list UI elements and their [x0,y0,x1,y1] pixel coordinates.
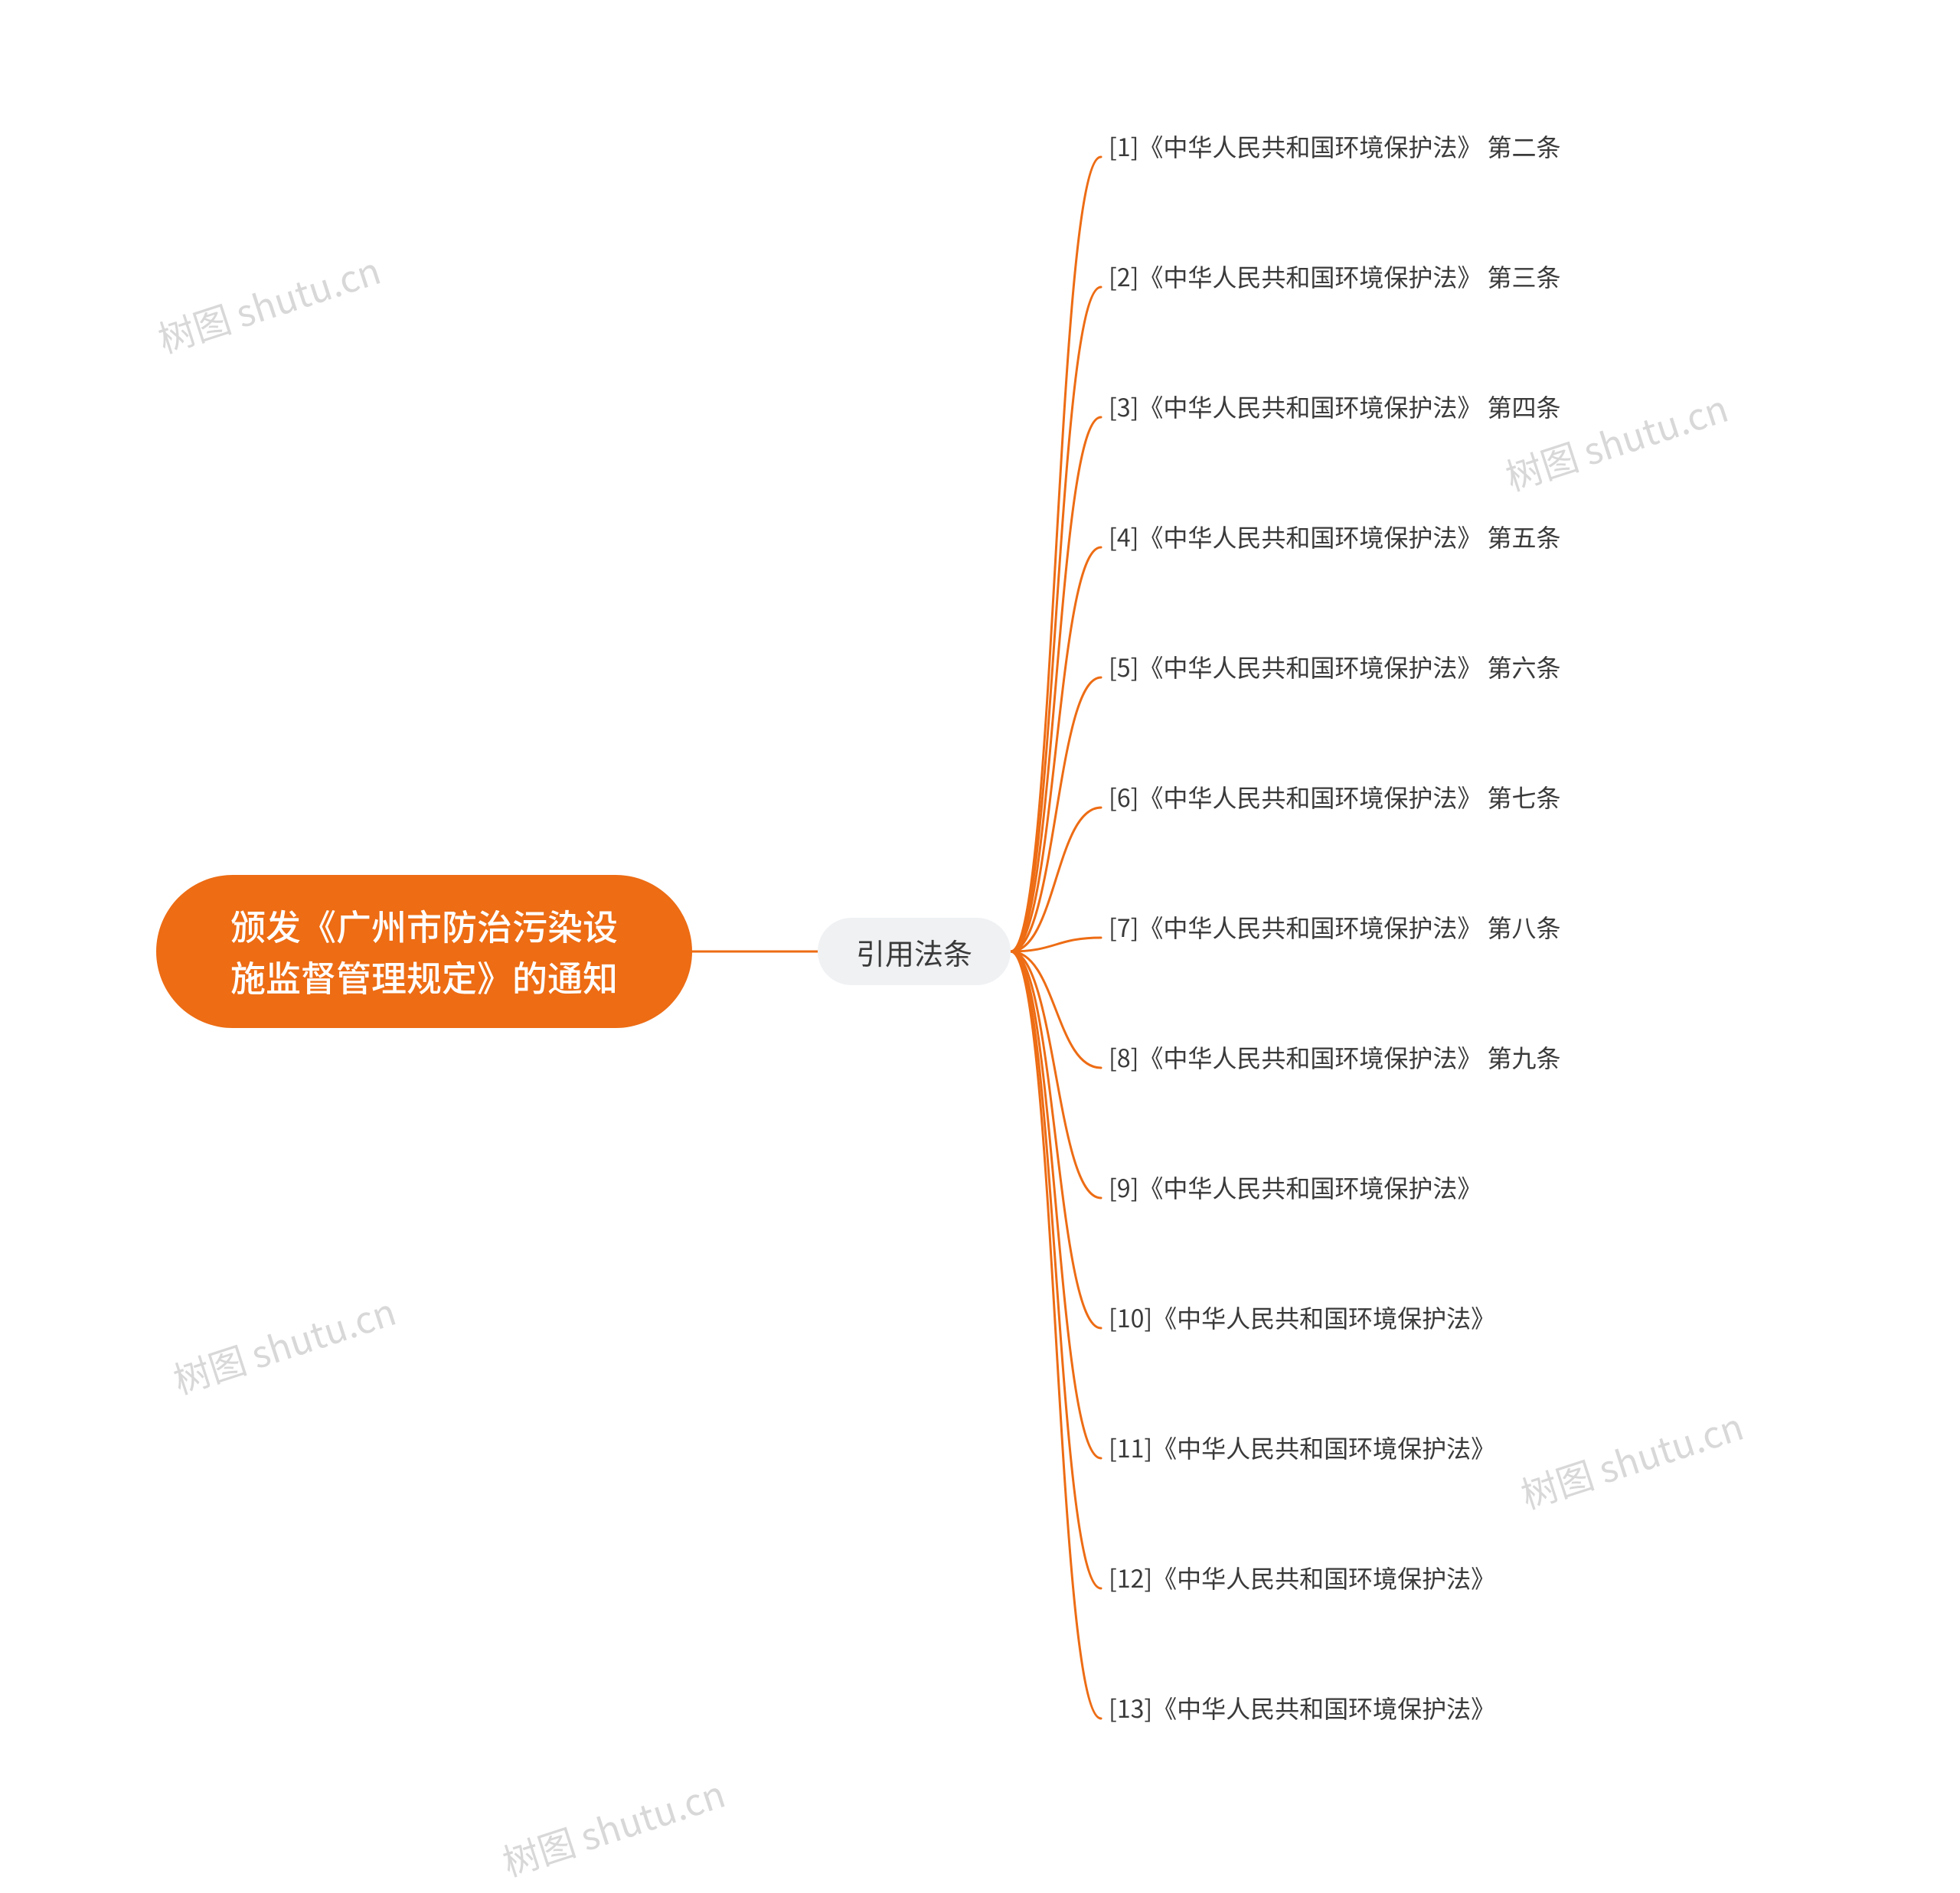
leaf-node: [12]《中华人民共和国环境保护法》 [1109,1560,1495,1595]
leaf-node: [9]《中华人民共和国环境保护法》 [1109,1170,1481,1205]
sub-node-label: 引用法条 [856,931,972,973]
mindmap-canvas: 颁发《广州市防治污染设 施监督管理规定》的通知 引用法条 [1]《中华人民共和国… [0,0,1960,1893]
leaf-label: [13]《中华人民共和国环境保护法》 [1109,1690,1495,1725]
leaf-node: [10]《中华人民共和国环境保护法》 [1109,1300,1495,1335]
sub-node: 引用法条 [818,918,1011,985]
leaf-label: [3]《中华人民共和国环境保护法》 第四条 [1109,389,1561,424]
leaf-node: [5]《中华人民共和国环境保护法》 第六条 [1109,649,1561,684]
leaf-node: [6]《中华人民共和国环境保护法》 第七条 [1109,779,1561,814]
root-text-line1: 颁发《广州市防治污染设 [230,900,618,951]
leaf-node: [7]《中华人民共和国环境保护法》 第八条 [1109,909,1561,945]
leaf-label: [11]《中华人民共和国环境保护法》 [1109,1430,1495,1465]
watermark: 树图 shutu.cn [495,1764,731,1887]
leaf-node: [3]《中华人民共和国环境保护法》 第四条 [1109,389,1561,424]
leaf-label: [12]《中华人民共和国环境保护法》 [1109,1560,1495,1595]
leaf-label: [1]《中华人民共和国环境保护法》 第二条 [1109,129,1561,164]
leaf-label: [6]《中华人民共和国环境保护法》 第七条 [1109,779,1561,814]
root-node: 颁发《广州市防治污染设 施监督管理规定》的通知 [156,875,692,1028]
leaf-node: [4]《中华人民共和国环境保护法》 第五条 [1109,519,1561,554]
leaf-label: [9]《中华人民共和国环境保护法》 [1109,1170,1481,1205]
leaf-node: [8]《中华人民共和国环境保护法》 第九条 [1109,1040,1561,1075]
watermark: 树图 shutu.cn [1514,1397,1749,1519]
leaf-node: [2]《中华人民共和国环境保护法》 第三条 [1109,259,1561,294]
leaf-node: [13]《中华人民共和国环境保护法》 [1109,1690,1495,1725]
watermark: 树图 shutu.cn [166,1282,402,1405]
leaf-label: [2]《中华人民共和国环境保护法》 第三条 [1109,259,1561,294]
leaf-node: [11]《中华人民共和国环境保护法》 [1109,1430,1495,1465]
leaf-label: [4]《中华人民共和国环境保护法》 第五条 [1109,519,1561,554]
leaf-label: [10]《中华人民共和国环境保护法》 [1109,1300,1495,1335]
leaf-node: [1]《中华人民共和国环境保护法》 第二条 [1109,129,1561,164]
leaf-label: [7]《中华人民共和国环境保护法》 第八条 [1109,909,1561,945]
leaf-label: [5]《中华人民共和国环境保护法》 第六条 [1109,649,1561,684]
leaf-label: [8]《中华人民共和国环境保护法》 第九条 [1109,1040,1561,1075]
watermark: 树图 shutu.cn [151,241,387,364]
root-text-line2: 施监督管理规定》的通知 [230,951,618,1003]
